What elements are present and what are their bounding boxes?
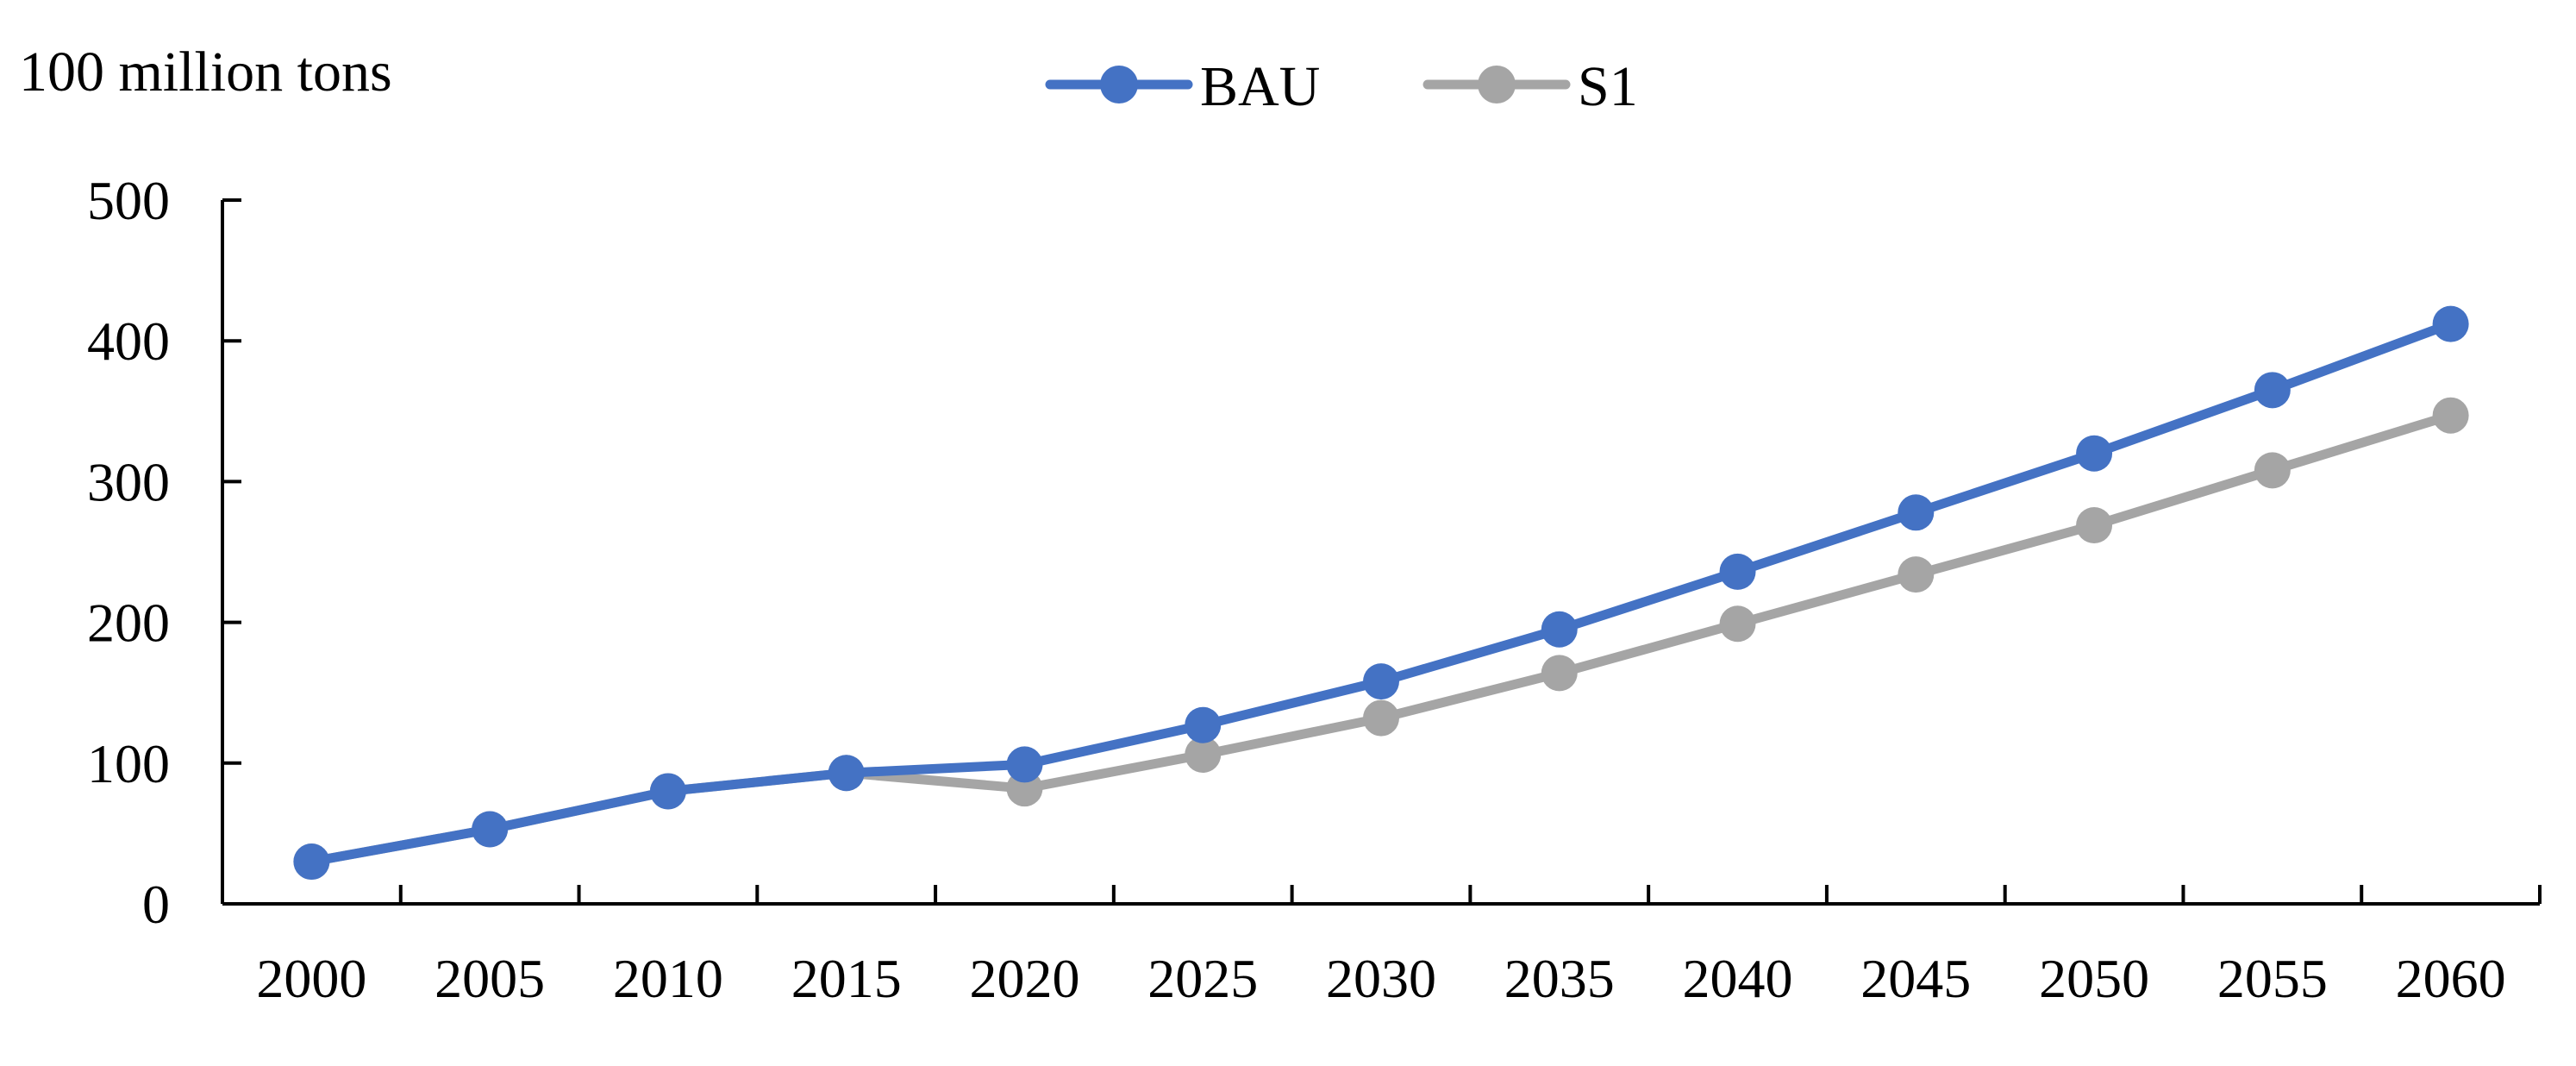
y-tick-label: 0: [142, 874, 170, 935]
x-tick-label: 2030: [1326, 948, 1436, 1009]
y-tick-label: 300: [87, 451, 170, 512]
data-point-s1: [1185, 737, 1222, 774]
data-point-bau: [472, 811, 509, 848]
data-point-bau: [1541, 611, 1578, 648]
y-tick-label: 200: [87, 593, 170, 654]
x-tick-label: 2045: [1860, 948, 1971, 1009]
x-tick-label: 2005: [435, 948, 545, 1009]
legend-marker: [1478, 66, 1516, 103]
x-tick-label: 2010: [613, 948, 723, 1009]
legend-label: S1: [1578, 55, 1638, 118]
x-tick-label: 2000: [256, 948, 366, 1009]
x-tick-label: 2035: [1504, 948, 1615, 1009]
data-point-s1: [1898, 556, 1935, 593]
y-tick-label: 100: [87, 733, 170, 794]
data-point-bau: [2076, 435, 2113, 472]
axes: 0 100 200 300 400 500 2000 2005 2010 2015 2020 2025…: [87, 170, 2542, 1009]
series-bau: [293, 305, 2469, 881]
x-tick-label: 2020: [969, 948, 1079, 1009]
legend-marker: [1100, 66, 1138, 103]
x-tick-label: 2060: [2396, 948, 2506, 1009]
x-tick-label: 2025: [1147, 948, 1258, 1009]
data-point-bau: [828, 755, 865, 792]
y-tick-label: 400: [87, 310, 170, 372]
data-point-bau: [1185, 706, 1222, 743]
data-point-bau: [1898, 494, 1935, 531]
data-point-bau: [293, 843, 330, 881]
data-point-s1: [2254, 452, 2291, 489]
series-layer: [293, 305, 2469, 881]
data-point-bau: [1719, 553, 1756, 590]
legend-item-s1: S1: [1422, 55, 1638, 118]
x-tick-label: 2050: [2039, 948, 2149, 1009]
data-point-s1: [2432, 397, 2469, 434]
x-tick-label: 2015: [791, 948, 902, 1009]
legend-label: BAU: [1200, 55, 1320, 118]
y-tick-label: 500: [87, 170, 170, 231]
data-point-s1: [1719, 605, 1756, 643]
data-point-s1: [1363, 699, 1399, 737]
data-point-bau: [1006, 746, 1043, 783]
legend-item-bau: BAU: [1045, 55, 1320, 118]
data-point-s1: [2076, 506, 2113, 543]
data-point-bau: [1363, 663, 1399, 700]
x-tick-label: 2040: [1683, 948, 1793, 1009]
x-tick-label: 2055: [2217, 948, 2328, 1009]
series-line-bau: [306, 319, 2456, 867]
legend: BAU S1: [1045, 55, 1638, 118]
data-point-bau: [2432, 305, 2469, 342]
data-point-s1: [1541, 655, 1578, 692]
data-point-bau: [649, 773, 686, 810]
y-axis-unit-label: 100 million tons: [19, 41, 392, 103]
series-s1: [293, 397, 2469, 881]
data-point-bau: [2254, 372, 2291, 409]
